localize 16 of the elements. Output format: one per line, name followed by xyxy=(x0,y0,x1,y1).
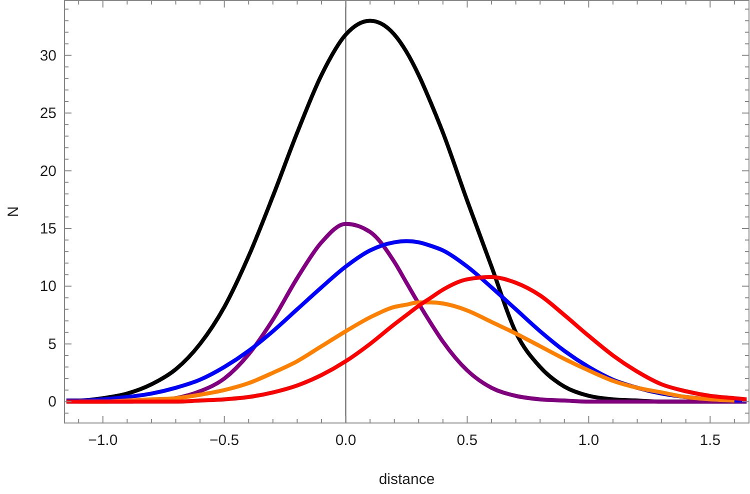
y-tick-label: 25 xyxy=(40,105,56,122)
x-tick-label: 0.5 xyxy=(456,432,478,449)
y-tick-label: 30 xyxy=(40,47,56,64)
y-tick-label: 20 xyxy=(40,162,56,180)
line-series xyxy=(64,274,749,404)
x-tick-label: 1.5 xyxy=(700,432,721,449)
x-axis-title: distance xyxy=(378,471,435,488)
y-axis-title: N xyxy=(5,206,22,218)
y-tick-label: 0 xyxy=(48,394,56,411)
x-tick-label: 1.0 xyxy=(578,432,600,449)
y-tick-label: 10 xyxy=(40,278,56,296)
x-tick-label: 0.0 xyxy=(335,432,356,449)
y-tick-label: 15 xyxy=(40,220,56,238)
x-tick-label: −0.5 xyxy=(210,432,240,449)
y-tick-label: 5 xyxy=(48,336,56,353)
x-tick-label: −1.0 xyxy=(88,432,118,449)
